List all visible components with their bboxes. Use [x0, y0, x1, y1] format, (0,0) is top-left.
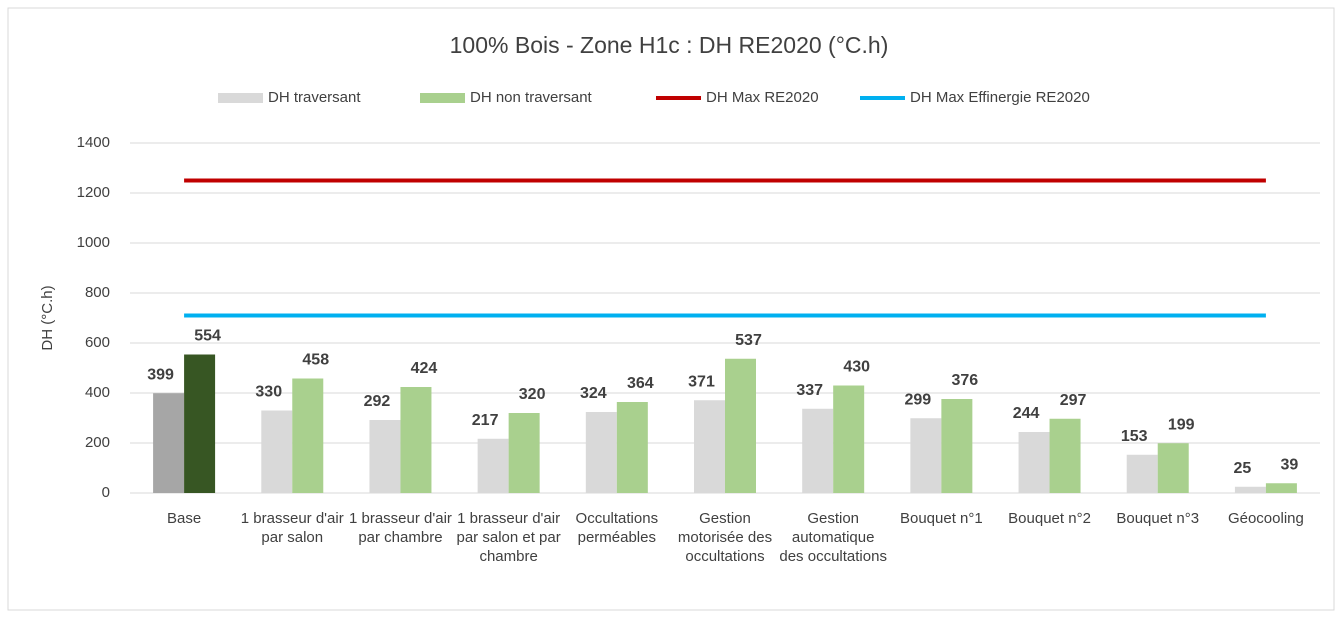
y-tick-label: 800 — [85, 284, 110, 301]
x-tick-label: Base — [166, 510, 202, 527]
bar — [1157, 443, 1189, 493]
bar — [585, 412, 617, 493]
bar — [694, 400, 725, 493]
data-label: 217 — [472, 412, 499, 429]
bar — [400, 387, 432, 493]
bar — [292, 378, 324, 493]
x-tick-label: Gestion motorisée des occultations — [677, 510, 773, 565]
y-tick-label: 1000 — [77, 234, 110, 251]
x-tick-label-box: Bouquet n°3 — [1116, 510, 1200, 527]
bar — [153, 393, 185, 493]
data-label: 292 — [364, 393, 391, 410]
bar — [1234, 486, 1266, 493]
x-tick-label-box: Occultations perméables — [575, 510, 659, 546]
y-tick-label: 1400 — [77, 134, 110, 151]
data-label: 297 — [1060, 392, 1087, 409]
data-label: 376 — [952, 372, 979, 389]
bar — [1049, 418, 1081, 493]
x-tick-label: Gestion automatique des occultations — [779, 510, 887, 565]
x-tick-label-box: 1 brasseur d'air par salon et par chambr… — [456, 510, 561, 565]
y-tick-label: 600 — [85, 334, 110, 351]
data-label: 199 — [1168, 416, 1195, 433]
legend-swatch — [420, 93, 465, 103]
bar — [1018, 432, 1050, 493]
bar — [477, 438, 509, 493]
chart-frame — [7, 7, 1335, 611]
bar — [1126, 454, 1158, 493]
data-label: 537 — [735, 332, 762, 349]
bar — [833, 385, 865, 493]
x-tick-label: 1 brasseur d'air par salon — [240, 510, 344, 546]
data-label: 364 — [627, 375, 654, 392]
x-tick-label: Bouquet n°1 — [899, 510, 983, 527]
chart-title: 100% Bois - Zone H1c : DH RE2020 (°C.h) — [450, 32, 889, 58]
y-tick-label: 400 — [85, 384, 110, 401]
y-tick-label: 0 — [102, 484, 110, 501]
data-label: 430 — [843, 359, 870, 376]
data-label: 153 — [1121, 428, 1148, 445]
x-tick-label: Géocooling — [1227, 510, 1304, 527]
y-axis-label: DH (°C.h) — [39, 285, 56, 350]
data-label: 324 — [580, 385, 607, 402]
data-label: 244 — [1013, 405, 1040, 422]
data-label: 424 — [411, 360, 438, 377]
bar — [910, 418, 942, 493]
legend-swatch — [218, 93, 263, 103]
x-tick-label-box: Géocooling — [1227, 510, 1304, 527]
bar — [508, 413, 540, 493]
legend-label: DH non traversant — [470, 89, 593, 106]
x-tick-label-box: Bouquet n°2 — [1008, 510, 1091, 527]
data-label: 25 — [1234, 460, 1252, 477]
data-label: 39 — [1281, 456, 1299, 473]
data-label: 330 — [255, 384, 282, 401]
data-label: 458 — [302, 352, 329, 369]
legend-label: DH traversant — [268, 89, 361, 106]
bar — [369, 420, 401, 493]
data-label: 554 — [194, 328, 221, 345]
data-label: 337 — [796, 382, 823, 399]
x-tick-label: Occultations perméables — [575, 510, 659, 546]
y-tick-label: 1200 — [77, 184, 110, 201]
x-tick-label-box: 1 brasseur d'air par salon — [240, 510, 344, 546]
bar — [261, 410, 293, 493]
bar — [616, 402, 648, 493]
x-tick-label: 1 brasseur d'air par salon et par chambr… — [456, 510, 561, 565]
bar — [184, 354, 216, 493]
bar — [725, 358, 756, 493]
data-label: 320 — [519, 386, 546, 403]
x-tick-label: 1 brasseur d'air par chambre — [348, 510, 452, 546]
x-tick-label-box: Gestion automatique des occultations — [779, 510, 887, 565]
x-tick-label: Bouquet n°2 — [1008, 510, 1091, 527]
x-tick-label-box: Base — [166, 510, 202, 527]
legend-label: DH Max Effinergie RE2020 — [910, 89, 1090, 106]
x-tick-label-box: 1 brasseur d'air par chambre — [348, 510, 452, 546]
x-tick-label-box: Gestion motorisée des occultations — [677, 510, 773, 565]
bar — [1265, 483, 1297, 493]
legend-label: DH Max RE2020 — [706, 89, 819, 106]
data-label: 299 — [905, 391, 932, 408]
x-tick-label-box: Bouquet n°1 — [899, 510, 983, 527]
data-label: 371 — [688, 373, 715, 390]
bar — [941, 399, 973, 493]
x-tick-label: Bouquet n°3 — [1116, 510, 1200, 527]
data-label: 399 — [147, 366, 174, 383]
bar — [802, 408, 834, 493]
y-tick-label: 200 — [85, 434, 110, 451]
